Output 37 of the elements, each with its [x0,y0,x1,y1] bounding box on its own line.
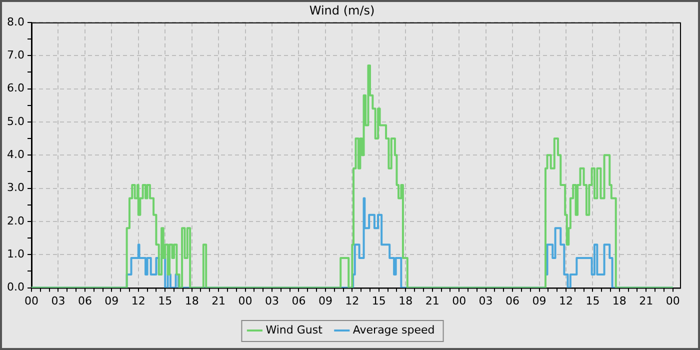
x-tick-label: 00 [24,294,38,308]
x-tick-label: 15 [158,294,172,308]
x-tick-label: 12 [131,294,146,308]
x-tick-label: 15 [586,294,600,308]
x-tick-label: 21 [639,294,654,308]
x-tick-label: 12 [345,294,360,308]
x-tick-label: 03 [265,294,280,308]
x-tick-label: 18 [184,294,199,308]
x-tick-label: 12 [558,294,573,308]
legend-label: Wind Gust [266,323,324,336]
chart-title: Wind (m/s) [309,3,375,18]
x-tick-label: 18 [612,294,626,308]
x-tick-label: 03 [478,294,493,308]
y-tick-label: 7.0 [6,48,24,62]
x-tick-label: 09 [532,294,546,308]
y-tick-label: 4.0 [6,148,24,161]
x-tick-label: 18 [398,294,413,308]
y-tick-label: 2.0 [6,214,24,228]
y-tick-label: 3.0 [6,181,24,194]
y-tick-label: 6.0 [6,82,24,95]
x-tick-label: 15 [372,294,386,308]
x-tick-label: 09 [318,294,332,308]
y-tick-label: 0.0 [6,280,24,294]
x-tick-label: 21 [425,294,440,308]
x-tick-label: 21 [212,294,226,308]
x-tick-label: 06 [506,294,520,308]
x-tick-label: 03 [51,294,66,308]
y-tick-label: 5.0 [6,114,24,128]
legend-label: Average speed [352,323,435,336]
x-tick-label: 06 [78,294,92,308]
y-tick-label: 1.0 [6,247,24,260]
x-tick-label: 00 [452,294,466,308]
y-tick-label: 8.0 [6,15,24,28]
x-tick-label: 00 [666,294,680,308]
x-tick-label: 06 [292,294,306,308]
x-tick-label: 00 [238,294,252,308]
x-tick-label: 09 [104,294,119,308]
